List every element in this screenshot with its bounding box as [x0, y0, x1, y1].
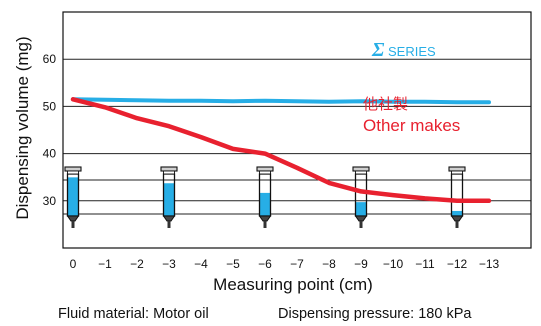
caption-fluid: Fluid material: Motor oil: [58, 306, 209, 322]
y-axis-title: Dispensing volume (mg): [13, 36, 32, 219]
series-line-other-makes: [70, 97, 492, 204]
y-tick-label-50: 50: [43, 99, 57, 113]
syringe-cap: [352, 166, 370, 172]
syringe-taper: [66, 215, 80, 222]
x-tick-label-3: −3: [162, 257, 176, 271]
syringe-collar: [355, 170, 367, 175]
syringe-collar: [67, 170, 79, 175]
x-axis-title: Measuring point (cm): [213, 275, 373, 294]
sigma-series-text: SERIES: [388, 44, 436, 59]
x-tick-label-2: −2: [130, 257, 144, 271]
syringe-3: [160, 166, 178, 228]
y-tick-label-40: 40: [43, 147, 57, 161]
y-tick-label-30: 30: [43, 194, 57, 208]
caption-pressure: Dispensing pressure: 180 kPa: [278, 306, 472, 322]
sigma-series-symbol: Σ: [371, 39, 385, 61]
x-tick-label-4: −4: [194, 257, 208, 271]
x-tick-label-8: −8: [322, 257, 336, 271]
syringe-cap: [160, 166, 178, 172]
other-makes-label-ja: 他社製: [363, 95, 408, 113]
x-tick-label-13: −13: [479, 257, 500, 271]
syringe-needle: [359, 221, 363, 228]
syringe-cap: [448, 166, 466, 172]
syringe-cap: [64, 166, 82, 172]
x-tick-label-0: 0: [70, 257, 77, 271]
series-line-sigma: [71, 97, 491, 105]
syringe-0: [64, 166, 82, 228]
syringe-needle: [167, 221, 171, 228]
syringe-collar: [259, 170, 271, 175]
x-tick-label-10: −10: [383, 257, 404, 271]
x-tick-label-5: −5: [226, 257, 240, 271]
syringe-6: [256, 166, 274, 228]
syringe-taper: [450, 215, 464, 222]
syringe-12: [448, 166, 466, 228]
syringe-needle: [455, 221, 459, 228]
syringe-fluid: [355, 202, 367, 216]
syringe-fluid: [67, 177, 79, 216]
syringe-fluid: [259, 192, 271, 216]
syringe-9: [352, 166, 370, 228]
y-tick-label-60: 60: [43, 52, 57, 66]
grid: [63, 58, 531, 215]
syringe-collar: [163, 170, 175, 175]
syringe-needle: [71, 221, 75, 228]
x-tick-label-12: −12: [447, 257, 468, 271]
other-makes-label: Other makes: [363, 116, 460, 135]
y-tick-labels: 30 40 50 60: [43, 52, 57, 208]
x-tick-label-1: −1: [98, 257, 112, 271]
syringe-taper: [354, 215, 368, 222]
syringe-taper: [258, 215, 272, 222]
x-tick-label-7: −7: [290, 257, 304, 271]
syringe-fluid: [163, 183, 175, 216]
x-tick-label-9: −9: [354, 257, 368, 271]
series-lines: [70, 97, 492, 204]
syringe-cap: [256, 166, 274, 172]
syringe-taper: [162, 215, 176, 222]
syringes: [64, 166, 466, 228]
x-tick-label-6: −6: [258, 257, 272, 271]
x-tick-label-11: −11: [415, 257, 435, 271]
syringe-fluid: [451, 210, 463, 216]
syringe-needle: [263, 221, 267, 228]
x-tick-labels: 0 −1 −2 −3 −4 −5 −6 −7 −8 −9 −10 −11 −12 −13: [70, 257, 500, 271]
syringe-collar: [451, 170, 463, 175]
plot-frame: [62, 11, 532, 249]
